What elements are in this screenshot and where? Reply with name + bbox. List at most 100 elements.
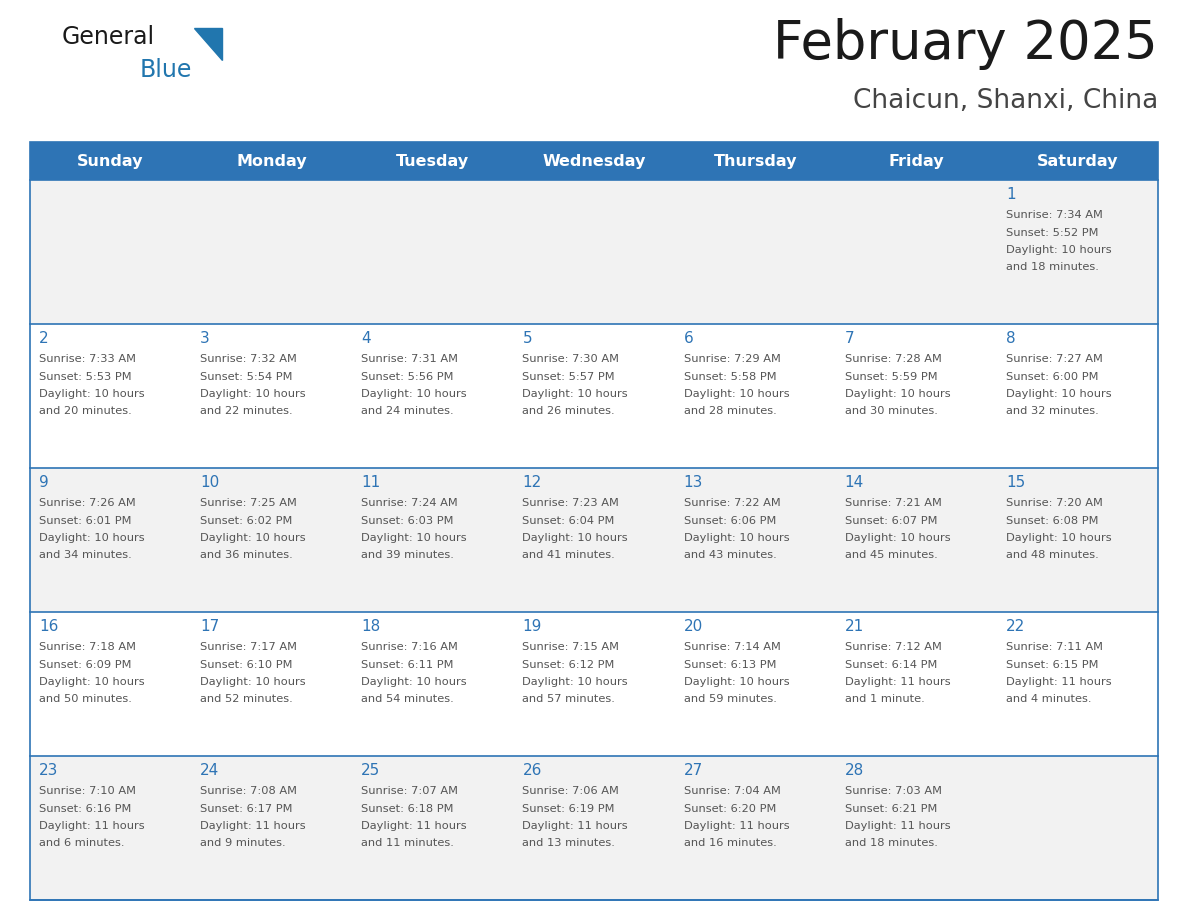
- Text: 19: 19: [523, 619, 542, 634]
- Text: 20: 20: [683, 619, 703, 634]
- Text: Thursday: Thursday: [713, 153, 797, 169]
- Text: 21: 21: [845, 619, 864, 634]
- Text: Sunrise: 7:27 AM: Sunrise: 7:27 AM: [1006, 354, 1102, 364]
- Text: 17: 17: [200, 619, 220, 634]
- Text: Sunrise: 7:07 AM: Sunrise: 7:07 AM: [361, 786, 459, 796]
- Text: Sunrise: 7:29 AM: Sunrise: 7:29 AM: [683, 354, 781, 364]
- Text: Sunday: Sunday: [77, 153, 144, 169]
- Text: 3: 3: [200, 331, 210, 346]
- Bar: [30, 180, 1158, 324]
- Text: Sunset: 6:16 PM: Sunset: 6:16 PM: [39, 803, 132, 813]
- Text: 2: 2: [39, 331, 49, 346]
- Text: Sunrise: 7:08 AM: Sunrise: 7:08 AM: [200, 786, 297, 796]
- Text: 22: 22: [1006, 619, 1025, 634]
- Text: February 2025: February 2025: [773, 18, 1158, 70]
- Text: Sunset: 6:07 PM: Sunset: 6:07 PM: [845, 516, 937, 525]
- Text: 18: 18: [361, 619, 380, 634]
- Text: Sunset: 6:02 PM: Sunset: 6:02 PM: [200, 516, 292, 525]
- Text: and 24 minutes.: and 24 minutes.: [361, 407, 454, 417]
- Text: Sunset: 5:56 PM: Sunset: 5:56 PM: [361, 372, 454, 382]
- Text: Sunrise: 7:25 AM: Sunrise: 7:25 AM: [200, 498, 297, 508]
- Text: 6: 6: [683, 331, 694, 346]
- Text: Daylight: 10 hours: Daylight: 10 hours: [39, 677, 145, 687]
- Text: and 9 minutes.: and 9 minutes.: [200, 838, 286, 848]
- Text: Daylight: 10 hours: Daylight: 10 hours: [1006, 389, 1112, 399]
- Text: Daylight: 11 hours: Daylight: 11 hours: [39, 821, 145, 831]
- Text: Sunrise: 7:04 AM: Sunrise: 7:04 AM: [683, 786, 781, 796]
- Text: Sunset: 6:13 PM: Sunset: 6:13 PM: [683, 659, 776, 669]
- Text: Daylight: 11 hours: Daylight: 11 hours: [683, 821, 789, 831]
- Text: Sunset: 6:06 PM: Sunset: 6:06 PM: [683, 516, 776, 525]
- Text: Chaicun, Shanxi, China: Chaicun, Shanxi, China: [853, 88, 1158, 114]
- Text: Sunset: 6:18 PM: Sunset: 6:18 PM: [361, 803, 454, 813]
- Text: Sunset: 6:03 PM: Sunset: 6:03 PM: [361, 516, 454, 525]
- Text: Sunset: 5:52 PM: Sunset: 5:52 PM: [1006, 228, 1099, 238]
- Text: Daylight: 10 hours: Daylight: 10 hours: [361, 389, 467, 399]
- Text: 23: 23: [39, 763, 58, 778]
- Text: Sunset: 6:10 PM: Sunset: 6:10 PM: [200, 659, 292, 669]
- Text: 27: 27: [683, 763, 703, 778]
- Text: Wednesday: Wednesday: [542, 153, 646, 169]
- Text: Sunset: 6:08 PM: Sunset: 6:08 PM: [1006, 516, 1099, 525]
- Text: Sunrise: 7:14 AM: Sunrise: 7:14 AM: [683, 642, 781, 652]
- Text: 13: 13: [683, 475, 703, 490]
- Text: Daylight: 10 hours: Daylight: 10 hours: [200, 677, 305, 687]
- Text: Sunrise: 7:11 AM: Sunrise: 7:11 AM: [1006, 642, 1102, 652]
- Text: and 32 minutes.: and 32 minutes.: [1006, 407, 1099, 417]
- Bar: [30, 756, 1158, 900]
- Text: and 48 minutes.: and 48 minutes.: [1006, 551, 1099, 561]
- Text: Sunrise: 7:24 AM: Sunrise: 7:24 AM: [361, 498, 459, 508]
- Text: Sunset: 6:11 PM: Sunset: 6:11 PM: [361, 659, 454, 669]
- Text: and 52 minutes.: and 52 minutes.: [200, 695, 293, 704]
- Text: Blue: Blue: [140, 58, 192, 82]
- Text: and 11 minutes.: and 11 minutes.: [361, 838, 454, 848]
- Bar: [30, 468, 1158, 612]
- Text: Sunset: 6:14 PM: Sunset: 6:14 PM: [845, 659, 937, 669]
- Text: Sunrise: 7:30 AM: Sunrise: 7:30 AM: [523, 354, 619, 364]
- Bar: [30, 142, 1158, 180]
- Text: and 36 minutes.: and 36 minutes.: [200, 551, 293, 561]
- Text: 16: 16: [39, 619, 58, 634]
- Text: 7: 7: [845, 331, 854, 346]
- Text: Daylight: 10 hours: Daylight: 10 hours: [361, 533, 467, 543]
- Text: Daylight: 10 hours: Daylight: 10 hours: [683, 677, 789, 687]
- Text: Daylight: 10 hours: Daylight: 10 hours: [523, 533, 628, 543]
- Text: Sunset: 5:57 PM: Sunset: 5:57 PM: [523, 372, 615, 382]
- Bar: [30, 612, 1158, 756]
- Text: Sunrise: 7:15 AM: Sunrise: 7:15 AM: [523, 642, 619, 652]
- Text: and 54 minutes.: and 54 minutes.: [361, 695, 454, 704]
- Text: Sunrise: 7:34 AM: Sunrise: 7:34 AM: [1006, 210, 1102, 220]
- Text: Sunrise: 7:23 AM: Sunrise: 7:23 AM: [523, 498, 619, 508]
- Text: and 1 minute.: and 1 minute.: [845, 695, 924, 704]
- Text: Sunrise: 7:28 AM: Sunrise: 7:28 AM: [845, 354, 942, 364]
- Bar: [30, 142, 1158, 900]
- Text: Daylight: 10 hours: Daylight: 10 hours: [683, 389, 789, 399]
- Text: Sunrise: 7:21 AM: Sunrise: 7:21 AM: [845, 498, 942, 508]
- Text: 4: 4: [361, 331, 371, 346]
- Text: Daylight: 10 hours: Daylight: 10 hours: [39, 389, 145, 399]
- Text: Daylight: 10 hours: Daylight: 10 hours: [1006, 533, 1112, 543]
- Text: Daylight: 10 hours: Daylight: 10 hours: [523, 677, 628, 687]
- Text: 28: 28: [845, 763, 864, 778]
- Text: Saturday: Saturday: [1037, 153, 1118, 169]
- Text: 25: 25: [361, 763, 380, 778]
- Text: and 18 minutes.: and 18 minutes.: [845, 838, 937, 848]
- Text: Sunrise: 7:12 AM: Sunrise: 7:12 AM: [845, 642, 942, 652]
- Text: Sunset: 5:54 PM: Sunset: 5:54 PM: [200, 372, 292, 382]
- Text: Sunrise: 7:31 AM: Sunrise: 7:31 AM: [361, 354, 459, 364]
- Text: and 6 minutes.: and 6 minutes.: [39, 838, 125, 848]
- Text: Sunrise: 7:26 AM: Sunrise: 7:26 AM: [39, 498, 135, 508]
- Text: Daylight: 10 hours: Daylight: 10 hours: [39, 533, 145, 543]
- Text: Sunrise: 7:16 AM: Sunrise: 7:16 AM: [361, 642, 459, 652]
- Text: and 13 minutes.: and 13 minutes.: [523, 838, 615, 848]
- Text: Sunrise: 7:32 AM: Sunrise: 7:32 AM: [200, 354, 297, 364]
- Text: 11: 11: [361, 475, 380, 490]
- Text: and 28 minutes.: and 28 minutes.: [683, 407, 776, 417]
- Text: Daylight: 10 hours: Daylight: 10 hours: [361, 677, 467, 687]
- Text: 5: 5: [523, 331, 532, 346]
- Text: Daylight: 10 hours: Daylight: 10 hours: [1006, 245, 1112, 255]
- Text: Daylight: 11 hours: Daylight: 11 hours: [845, 677, 950, 687]
- Text: Sunset: 6:19 PM: Sunset: 6:19 PM: [523, 803, 615, 813]
- Text: and 30 minutes.: and 30 minutes.: [845, 407, 937, 417]
- Text: Daylight: 10 hours: Daylight: 10 hours: [845, 389, 950, 399]
